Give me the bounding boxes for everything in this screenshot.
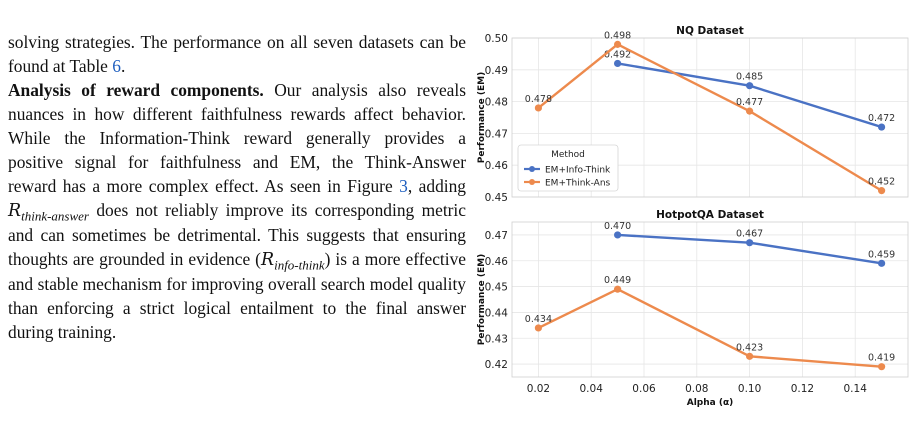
- c1-x-axis-label: Alpha (α): [687, 398, 734, 408]
- c1-point-1-2: [746, 352, 754, 360]
- c0-data-label-1-3: 0.452: [868, 177, 895, 188]
- subscript-info-think: info-think: [274, 257, 325, 273]
- c1-ytick-label-2: 0.44: [485, 307, 509, 319]
- c1-point-0-2: [878, 259, 886, 267]
- c1-point-1-1: [614, 285, 622, 293]
- c1-data-label-1-2: 0.423: [736, 342, 763, 353]
- c1-point-1-3: [878, 363, 886, 371]
- c1-xtick-label-4: 0.10: [738, 383, 761, 395]
- c1-ytick-label-4: 0.46: [485, 256, 509, 268]
- c1-xtick-label-5: 0.12: [791, 383, 814, 395]
- c1-data-label-0-1: 0.467: [736, 229, 763, 240]
- lead-paragraph: solving strategies. The performance on a…: [8, 30, 466, 78]
- page-bottom-cut: [0, 418, 917, 428]
- c1-chart-title: HotpotQA Dataset: [656, 209, 764, 221]
- c1-xtick-label-1: 0.04: [580, 383, 604, 395]
- c1-point-0-0: [614, 231, 622, 239]
- c1-ytick-label-1: 0.43: [485, 333, 508, 345]
- c1-data-label-0-0: 0.470: [604, 221, 631, 232]
- c1-xtick-label-2: 0.06: [632, 383, 656, 395]
- figure-line-charts: 0.45 0.46 0.47 0.48 0.49 0.50 NQ Dataset Perfor…: [477, 25, 909, 408]
- reward-symbol-think-answer: R: [8, 201, 22, 221]
- c0-point-1-3: [878, 187, 886, 195]
- c0-ytick-label-0: 0.45: [485, 192, 508, 204]
- c0-legend-entry-1: EM+Think-Ans: [545, 179, 611, 189]
- c1-ytick-label-3: 0.45: [485, 282, 508, 294]
- body-text-1: Our analysis also reveals nuances in how…: [8, 80, 466, 196]
- c1-ytick-label-0: 0.42: [485, 359, 508, 371]
- c1-xtick-label-0: 0.02: [527, 383, 550, 395]
- paragraph-heading: Analysis of reward components.: [8, 80, 264, 100]
- c0-point-1-2: [746, 107, 754, 115]
- body-text-3: does not reliably improve its correspond…: [8, 200, 466, 269]
- c0-series-line-1: [537, 43, 883, 192]
- body-text-2: , adding: [407, 176, 466, 196]
- c0-legend-box: [517, 144, 619, 192]
- c0-legend-title: Method: [551, 150, 585, 160]
- c0-point-1-0: [534, 104, 542, 112]
- c1-ytick-label-5: 0.47: [485, 230, 508, 242]
- c0-data-label-1-1: 0.498: [604, 30, 631, 41]
- c1-data-label-1-0: 0.434: [525, 314, 552, 325]
- c1-y-axis-label: Performance (EM): [477, 254, 487, 345]
- c1-data-label-1-3: 0.419: [868, 353, 895, 364]
- c0-data-label-0-1: 0.485: [736, 72, 763, 83]
- c1-plot-frame: [511, 221, 909, 378]
- c0-ytick-label-3: 0.48: [485, 97, 508, 109]
- c0-data-label-1-0: 0.478: [525, 94, 552, 105]
- c0-ytick-label-1: 0.46: [485, 160, 509, 172]
- c0-point-0-2: [878, 123, 886, 131]
- subscript-think-answer: think-answer: [21, 208, 89, 224]
- c1-data-label-1-1: 0.449: [604, 275, 631, 286]
- c0-legend-swatch-marker-1: [529, 179, 535, 185]
- c0-plot-frame: [511, 37, 909, 198]
- lead-text: solving strategies. The performance on a…: [8, 32, 466, 76]
- c0-point-0-1: [746, 82, 754, 90]
- c0-data-label-1-2: 0.477: [736, 97, 763, 108]
- c0-chart-title: NQ Dataset: [676, 25, 744, 37]
- c1-data-label-0-2: 0.459: [868, 249, 895, 260]
- c0-ytick-label-4: 0.49: [485, 65, 508, 77]
- c1-point-1-0: [534, 324, 542, 332]
- c1-series-line-1: [537, 287, 882, 368]
- c0-y-axis-label: Performance (EM): [477, 72, 487, 163]
- figure-reference-link[interactable]: 3: [399, 176, 408, 196]
- c0-data-label-0-0: 0.492: [604, 49, 631, 60]
- body-text-4: ) is a more effective and stable mechani…: [8, 249, 466, 342]
- c0-ytick-label-2: 0.47: [485, 128, 508, 140]
- c0-legend-swatch-marker-0: [529, 166, 535, 172]
- reward-analysis-paragraph: Analysis of reward components. Our analy…: [8, 78, 466, 344]
- lead-end: .: [120, 56, 126, 76]
- c1-xtick-label-6: 0.14: [844, 383, 868, 395]
- c1-point-0-1: [746, 239, 754, 247]
- c0-point-1-1: [614, 40, 622, 48]
- c0-ytick-label-5: 0.50: [485, 33, 508, 45]
- c0-legend-entry-0: EM+Info-Think: [545, 166, 611, 176]
- c0-data-label-0-2: 0.472: [868, 113, 895, 124]
- paper-text-column: solving strategies. The performance on a…: [8, 30, 466, 344]
- c0-point-0-0: [614, 59, 622, 68]
- table-reference-link[interactable]: 6: [112, 56, 121, 76]
- c1-xtick-label-3: 0.08: [685, 383, 708, 395]
- reward-symbol-info-think: R: [260, 250, 275, 270]
